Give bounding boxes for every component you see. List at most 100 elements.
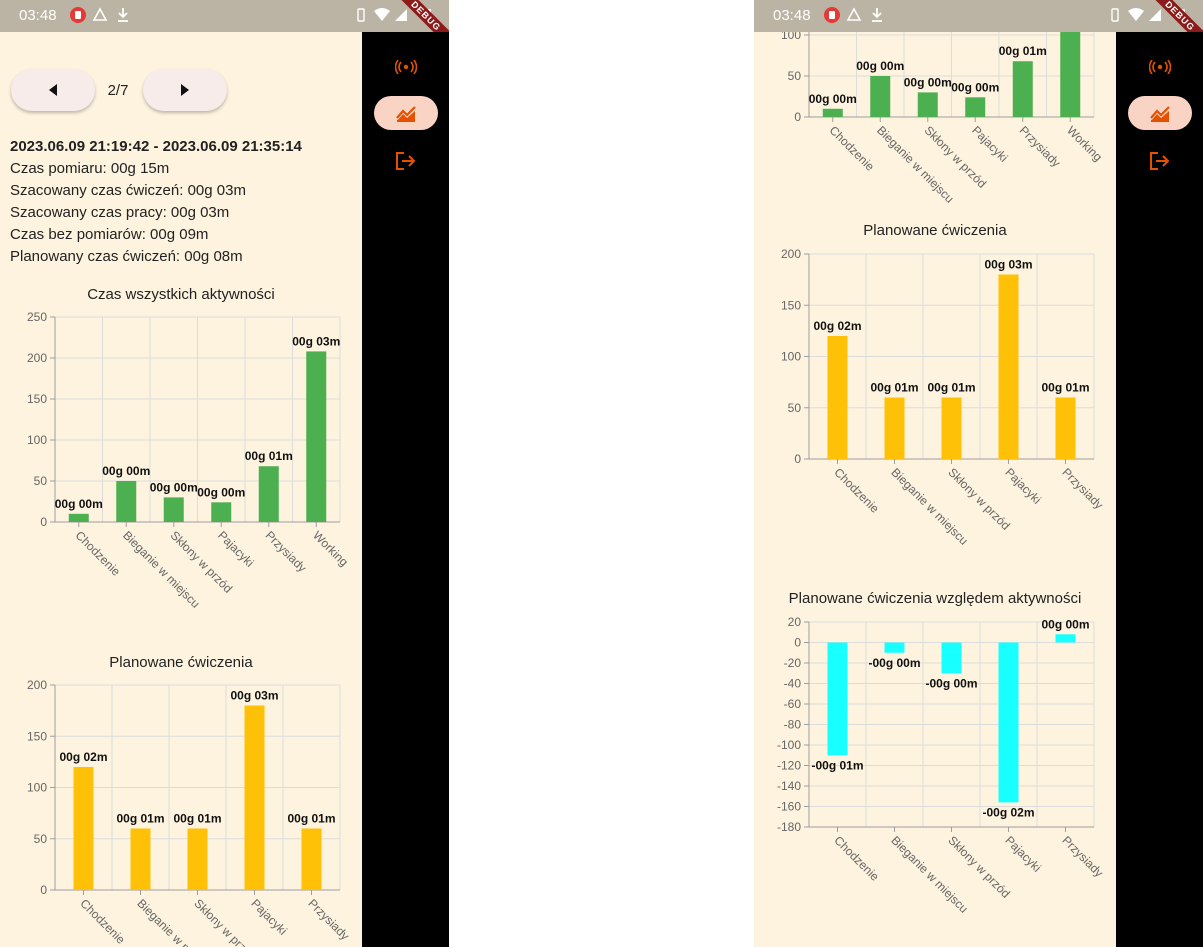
charts-button[interactable] xyxy=(1128,96,1192,130)
bar xyxy=(822,108,843,117)
y-tick-label: -100 xyxy=(777,738,801,752)
bar xyxy=(884,397,905,459)
x-tick-label: Working xyxy=(310,528,351,569)
y-tick-label: 0 xyxy=(794,110,801,124)
x-tick-label: Chodzenie xyxy=(831,465,882,516)
data-label: 00g 01m xyxy=(245,449,293,463)
data-label: 00g 02m xyxy=(59,750,107,764)
y-tick-label: -120 xyxy=(777,759,801,773)
y-tick-label: 0 xyxy=(40,883,47,897)
bar xyxy=(258,466,279,522)
bar xyxy=(116,481,137,522)
notification-icon xyxy=(824,7,840,26)
bar xyxy=(941,397,962,459)
bar xyxy=(130,828,151,890)
x-tick-label: Pajacyki xyxy=(1002,465,1043,506)
sensors-button[interactable] xyxy=(374,50,438,84)
x-tick-label: Pajacyki xyxy=(248,896,289,937)
data-label: 00g 00m xyxy=(102,464,150,478)
x-tick-label: Pajacyki xyxy=(1002,833,1043,874)
logout-button[interactable] xyxy=(1128,144,1192,178)
drive-icon xyxy=(846,7,862,26)
y-tick-label: 50 xyxy=(788,401,802,415)
x-tick-label: Working xyxy=(1064,123,1105,164)
bar xyxy=(941,642,962,674)
download-icon xyxy=(870,7,884,26)
bar xyxy=(827,642,848,756)
download-icon xyxy=(116,7,130,26)
data-label: 00g 01m xyxy=(116,812,164,826)
x-tick-label: Skłony w przód xyxy=(191,896,258,947)
y-tick-label: 200 xyxy=(27,678,47,692)
bar xyxy=(998,274,1019,459)
status-time: 03:48 xyxy=(19,7,57,24)
relative-chart: -180 -160 -140 -120 -100 -80 -60 -40 -20 0 20 -00g … xyxy=(777,615,1106,916)
data-label: 00g 01m xyxy=(999,44,1047,58)
x-tick-label: Pajacyki xyxy=(969,123,1010,164)
y-tick-label: -20 xyxy=(784,656,802,670)
y-tick-label: 50 xyxy=(34,474,48,488)
x-tick-label: Pajacyki xyxy=(215,528,256,569)
data-label: 00g 00m xyxy=(856,59,904,73)
bar xyxy=(73,767,94,890)
y-tick-label: 200 xyxy=(27,351,47,365)
bar xyxy=(301,828,322,890)
x-tick-label: Chodzenie xyxy=(827,123,878,174)
x-tick-label: Przysiady xyxy=(1059,465,1106,512)
data-label: 00g 03m xyxy=(230,689,278,703)
logout-button[interactable] xyxy=(374,144,438,178)
y-tick-label: 50 xyxy=(788,69,802,83)
measurement-time: Czas pomiaru: 00g 15m xyxy=(10,160,170,177)
data-label: 00g 00m xyxy=(904,75,952,89)
bar xyxy=(1055,397,1076,459)
next-arrow-icon xyxy=(181,84,189,96)
data-label: 00g 03m xyxy=(292,334,340,348)
y-tick-label: -160 xyxy=(777,800,801,814)
wifi-icon xyxy=(1127,7,1145,26)
y-tick-label: 0 xyxy=(40,515,47,529)
bar xyxy=(244,705,265,890)
y-tick-label: -140 xyxy=(777,779,801,793)
estimated-exercise-time: Szacowany czas ćwiczeń: 00g 03m xyxy=(10,182,246,199)
sensors-button[interactable] xyxy=(1128,50,1192,84)
previous-arrow-icon xyxy=(49,84,57,96)
y-tick-label: -40 xyxy=(784,677,802,691)
wifi-icon xyxy=(373,7,391,26)
vibrate-icon xyxy=(1108,7,1122,26)
previous-button[interactable] xyxy=(11,69,95,111)
main-content[interactable]: 2/7 2023.06.09 21:19:42 - 2023.06.09 21:… xyxy=(0,32,362,947)
y-tick-label: 150 xyxy=(27,392,47,406)
data-label: 00g 01m xyxy=(927,381,975,395)
y-tick-label: -60 xyxy=(784,697,802,711)
chart-icon xyxy=(1150,106,1170,122)
y-tick-label: 0 xyxy=(794,636,801,650)
bar xyxy=(870,76,891,117)
y-tick-label: 20 xyxy=(788,615,802,629)
chart-title-relative: Planowane ćwiczenia względem aktywności xyxy=(788,590,1082,607)
status-bar: 03:48 DEBUG xyxy=(0,0,449,53)
chart-icon xyxy=(396,106,416,122)
y-tick-label: 100 xyxy=(781,350,801,364)
data-label: 00g 01m xyxy=(870,381,918,395)
status-time: 03:48 xyxy=(773,7,811,24)
charts-button[interactable] xyxy=(374,96,438,130)
logout-icon xyxy=(396,152,416,170)
data-label: 00g 02m xyxy=(813,319,861,333)
chart-title-activities: Czas wszystkich aktywności xyxy=(87,286,275,303)
notification-icon xyxy=(70,7,86,26)
next-button[interactable] xyxy=(143,69,227,111)
y-tick-label: 100 xyxy=(27,781,47,795)
y-tick-label: 200 xyxy=(781,247,801,261)
bar xyxy=(998,642,1019,803)
bar xyxy=(884,642,905,653)
data-label: 00g 00m xyxy=(1041,617,1089,631)
logout-icon xyxy=(1150,152,1170,170)
page-indicator: 2/7 xyxy=(107,82,129,99)
bar xyxy=(163,497,184,522)
data-label: -00g 00m xyxy=(868,656,920,670)
y-tick-label: 50 xyxy=(34,832,48,846)
signal-icon xyxy=(1148,7,1162,26)
y-tick-label: 0 xyxy=(794,452,801,466)
